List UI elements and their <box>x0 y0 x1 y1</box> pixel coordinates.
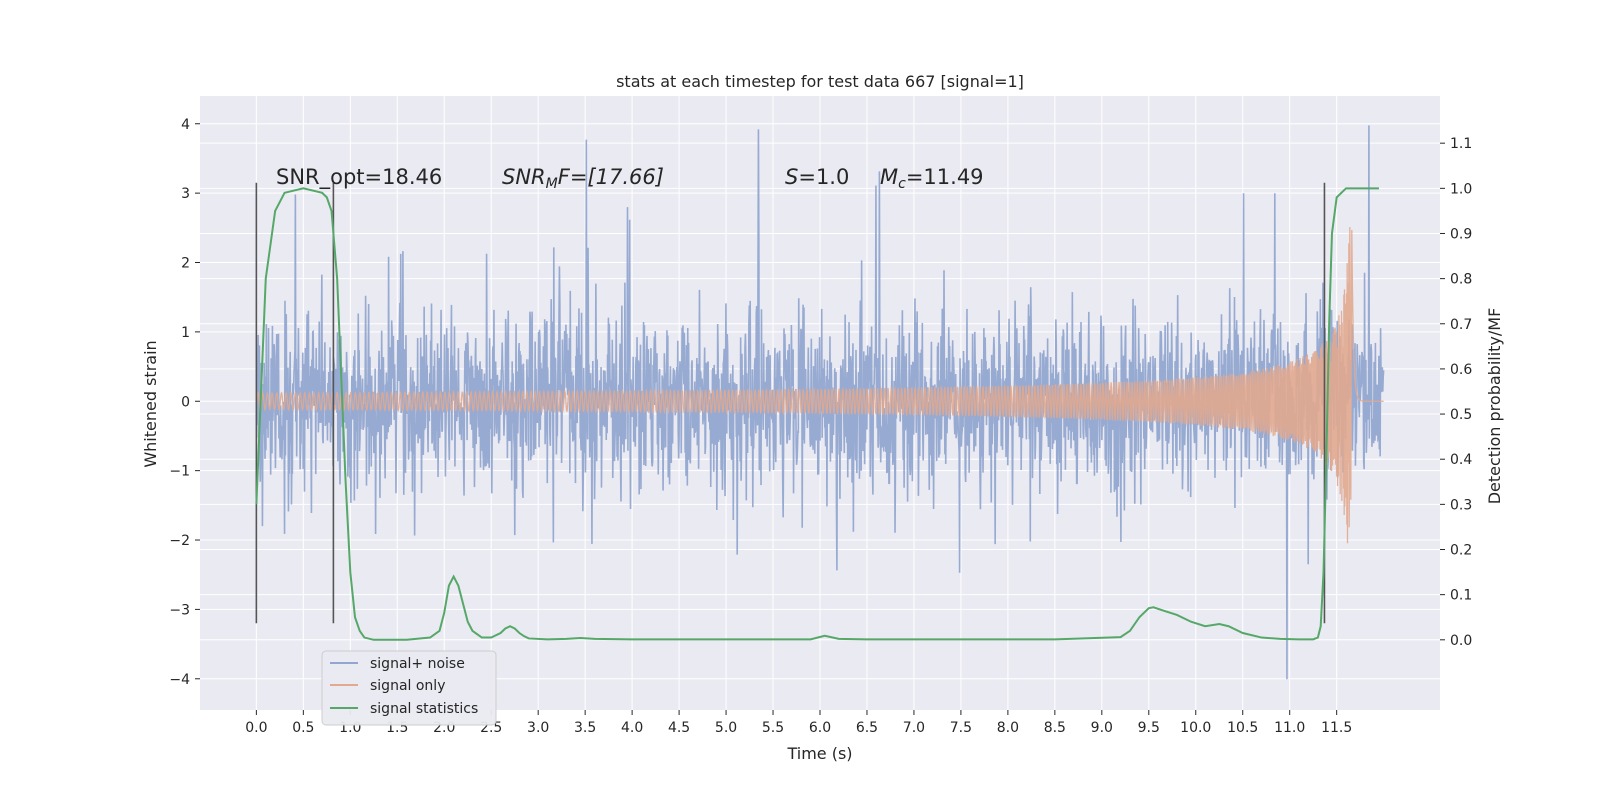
y2-tick-label: 0.3 <box>1450 497 1472 513</box>
y2-tick-label: 1.0 <box>1450 181 1472 197</box>
chart-title: stats at each timestep for test data 667… <box>616 72 1024 91</box>
y2-tick-label: 0.8 <box>1450 272 1472 288</box>
x-axis-label: Time (s) <box>786 744 852 763</box>
x-tick-label: 7.5 <box>950 720 972 736</box>
y2-tick-label: 0.1 <box>1450 588 1472 604</box>
y-tick-label: 2 <box>181 256 190 272</box>
y-tick-label: 3 <box>181 186 190 202</box>
x-tick-label: 7.0 <box>903 720 925 736</box>
x-tick-label: 4.0 <box>621 720 643 736</box>
legend-label-statistics: signal statistics <box>370 701 478 717</box>
x-tick-label: 9.5 <box>1138 720 1160 736</box>
legend: signal+ noise signal only signal statist… <box>321 650 497 726</box>
x-tick-label: 3.0 <box>527 720 549 736</box>
x-tick-label: 8.5 <box>1044 720 1066 736</box>
y2-tick-label: 0.5 <box>1450 407 1472 423</box>
y2-tick-label: 0.6 <box>1450 362 1472 378</box>
annotation-s: S=1.0 <box>785 165 849 189</box>
y-tick-label: −3 <box>169 602 190 618</box>
y2-axis-label: Detection probability/MF <box>1485 308 1504 505</box>
legend-label-noise: signal+ noise <box>370 656 465 672</box>
x-tick-label: 0.0 <box>245 720 267 736</box>
series-signal-plus-noise <box>255 125 1385 680</box>
signal-statistics-line <box>255 187 1379 641</box>
series-signal-only <box>255 227 1384 544</box>
x-tick-label: 5.0 <box>715 720 737 736</box>
x-tick-label: 6.5 <box>856 720 878 736</box>
x-tick-label: 5.5 <box>762 720 784 736</box>
y-axis-label: Whitened strain <box>141 340 160 467</box>
legend-label-signal: signal only <box>370 678 445 694</box>
x-tick-label: 3.5 <box>574 720 596 736</box>
x-tick-label: 9.0 <box>1091 720 1113 736</box>
x-tick-label: 10.5 <box>1227 720 1258 736</box>
y-tick-label: 0 <box>181 394 190 410</box>
x-tick-label: 11.0 <box>1274 720 1305 736</box>
y2-tick-label: 1.1 <box>1450 136 1472 152</box>
annotation-mc: Mc=11.49 <box>880 165 984 192</box>
y2-tick-label: 0.2 <box>1450 543 1472 559</box>
y2-tick-label: 0.9 <box>1450 226 1472 242</box>
y2-tick-label: 0.0 <box>1450 633 1472 649</box>
x-tick-label: 4.5 <box>668 720 690 736</box>
x-tick-label: 11.5 <box>1321 720 1352 736</box>
x-tick-label: 10.0 <box>1180 720 1211 736</box>
y-tick-label: −2 <box>169 533 190 549</box>
series-signal-statistics <box>255 187 1379 641</box>
y-tick-label: −4 <box>169 672 190 688</box>
signal-only-line <box>255 227 1384 544</box>
ticks: 0.0 0.5 1.0 1.5 2.0 2.5 3.0 3.5 4.0 4.5 5.0 5.5 6.0 6… <box>169 117 1472 736</box>
annotation-snr-opt: SNR_opt=18.46 <box>276 165 442 190</box>
x-tick-label: 8.0 <box>997 720 1019 736</box>
y-tick-label: −1 <box>169 464 190 480</box>
x-tick-label: 6.0 <box>809 720 831 736</box>
y2-tick-label: 0.7 <box>1450 317 1472 333</box>
signal-plus-noise-line <box>255 125 1385 680</box>
x-tick-label: 0.5 <box>292 720 314 736</box>
y-tick-label: 1 <box>181 325 190 341</box>
y2-tick-label: 0.4 <box>1450 452 1472 468</box>
annotation-snr-mf: SNRMF=[17.66] <box>502 165 664 192</box>
y-tick-label: 4 <box>181 117 190 133</box>
legend-box <box>321 650 497 726</box>
